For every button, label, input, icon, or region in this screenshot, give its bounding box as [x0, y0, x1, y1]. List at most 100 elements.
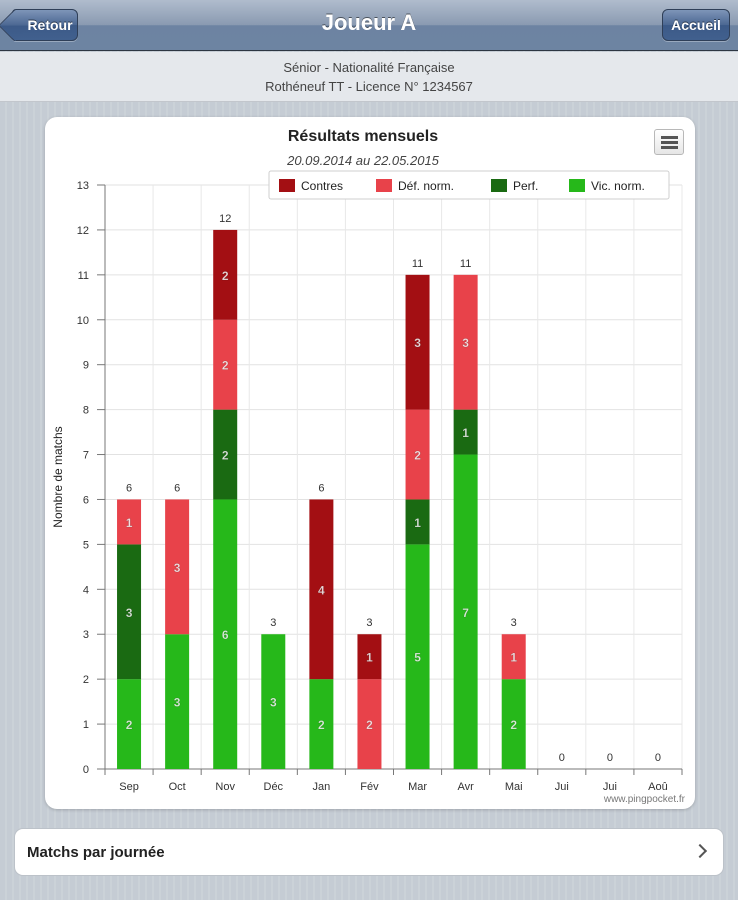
legend-swatch: [491, 179, 507, 192]
legend-entry: Vic. norm.: [591, 179, 645, 193]
data-label: 1: [510, 651, 517, 665]
bar-segment: [117, 544, 142, 680]
total-label: 3: [270, 617, 276, 629]
player-category: Sénior - Nationalité Française: [283, 60, 455, 75]
bar-segment: [405, 409, 430, 500]
y-tick-label: 5: [83, 539, 89, 551]
data-label: 1: [366, 651, 373, 665]
y-tick-label: 0: [83, 764, 89, 776]
legend-entry: Contres: [301, 179, 343, 193]
matches-per-day-item[interactable]: Matchs par journée: [14, 828, 724, 876]
legend-swatch: [376, 179, 392, 192]
data-label: 3: [270, 696, 277, 710]
x-tick-label: Nov: [215, 781, 235, 793]
bar-segment: [261, 634, 286, 769]
chart-credits: www.pingpocket.fr: [603, 794, 686, 805]
data-label: 3: [462, 336, 469, 350]
data-label: 3: [174, 561, 181, 575]
data-label: 2: [366, 718, 373, 732]
y-axis-label: Nombre de matchs: [51, 426, 65, 527]
x-tick-label: Aoû: [648, 781, 668, 793]
data-label: 1: [414, 516, 421, 530]
monthly-results-chart: Résultats mensuels 20.09.2014 au 22.05.20…: [51, 128, 686, 805]
bar-segment: [405, 274, 430, 410]
data-label: 2: [222, 359, 229, 373]
data-label: 2: [414, 449, 421, 463]
x-tick-label: Jui: [603, 781, 617, 793]
total-label: 6: [174, 482, 180, 494]
data-label: 1: [126, 516, 133, 530]
bar-segment: [309, 679, 334, 769]
x-tick-label: Mar: [408, 781, 427, 793]
data-label: 5: [414, 651, 421, 665]
y-tick-label: 4: [83, 584, 89, 596]
y-tick-label: 2: [83, 674, 89, 686]
back-button[interactable]: Retour: [12, 9, 78, 41]
y-tick-label: 1: [83, 719, 89, 731]
bar-segment: [165, 499, 190, 635]
data-label: 2: [222, 269, 229, 283]
bar-segment: [117, 499, 142, 545]
data-label: 4: [318, 583, 325, 597]
chart-title: Résultats mensuels: [288, 128, 438, 145]
x-tick-label: Déc: [264, 781, 284, 793]
y-tick-label: 11: [78, 270, 89, 282]
total-label: 3: [366, 617, 372, 629]
y-tick-label: 13: [77, 180, 89, 192]
y-tick-label: 12: [77, 225, 89, 237]
bar-segment: [357, 634, 382, 680]
y-tick-label: 7: [83, 450, 89, 462]
x-tick-label: Oct: [169, 781, 186, 793]
total-label: 11: [412, 258, 423, 270]
bar-segment: [405, 544, 430, 769]
home-button[interactable]: Accueil: [662, 9, 730, 41]
data-label: 2: [318, 718, 325, 732]
bar-segment: [405, 499, 430, 545]
bar-segment: [213, 319, 238, 410]
legend-entry: Déf. norm.: [398, 179, 454, 193]
legend-swatch: [569, 179, 585, 192]
bar-segment: [117, 679, 142, 769]
bar-segment: [453, 454, 478, 769]
chevron-right-icon: [692, 843, 708, 859]
data-label: 2: [510, 718, 517, 732]
player-info: Sénior - Nationalité Française Rothéneuf…: [0, 52, 738, 102]
chart-panel: Résultats mensuels 20.09.2014 au 22.05.20…: [45, 117, 695, 809]
total-label: 0: [559, 752, 565, 764]
total-label: 12: [219, 213, 231, 225]
player-club-licence: Rothéneuf TT - Licence N° 1234567: [265, 79, 473, 94]
data-label: 2: [222, 449, 229, 463]
data-label: 1: [462, 426, 469, 440]
total-label: 3: [511, 617, 517, 629]
x-tick-label: Fév: [360, 781, 379, 793]
back-button-label: Retour: [27, 17, 73, 33]
bar-segment: [213, 229, 238, 320]
data-label: 7: [462, 606, 469, 620]
x-tick-label: Avr: [457, 781, 474, 793]
bar-segment: [453, 274, 478, 410]
x-tick-label: Jui: [555, 781, 569, 793]
y-tick-label: 8: [83, 405, 89, 417]
bar-segment: [213, 499, 238, 769]
x-tick-label: Mai: [505, 781, 523, 793]
total-label: 6: [318, 482, 324, 494]
legend-swatch: [279, 179, 295, 192]
y-tick-label: 3: [83, 629, 89, 641]
bar-segment: [501, 634, 526, 680]
list-item-label: Matchs par journée: [27, 844, 165, 861]
bar-segment: [501, 679, 526, 769]
data-label: 2: [126, 718, 133, 732]
y-tick-label: 10: [77, 315, 89, 327]
chart-subtitle: 20.09.2014 au 22.05.2015: [286, 153, 440, 168]
bar-segment: [213, 409, 238, 500]
bar-segment: [357, 679, 382, 769]
data-label: 6: [222, 628, 229, 642]
legend-entry: Perf.: [513, 179, 538, 193]
hamburger-menu-icon[interactable]: [654, 129, 684, 155]
bar-segment: [165, 634, 190, 769]
x-tick-label: Jan: [313, 781, 331, 793]
y-tick-label: 6: [83, 494, 89, 506]
bar-segment: [453, 409, 478, 455]
page-title: Joueur A: [321, 10, 417, 35]
total-label: 11: [460, 258, 471, 270]
